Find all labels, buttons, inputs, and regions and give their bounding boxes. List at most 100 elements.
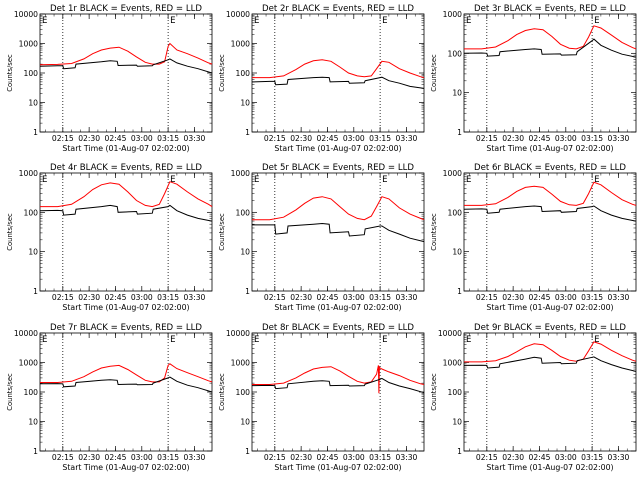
y-tick-label: 100 [24,388,39,397]
x-tick-label: 03:15 [369,453,391,462]
x-tick-label: 02:45 [317,293,339,302]
y-tick-label: 1 [457,447,462,456]
y-tick-label: 1 [33,128,38,137]
plot-frame [251,13,425,133]
x-tick-label: 02:45 [105,293,127,302]
series-line-events [39,58,213,74]
x-tick-label: 03:00 [131,293,153,302]
y-tick-label: 100 [236,69,251,78]
panel-title: Det 6r BLACK = Events, RED = LLD [474,163,626,173]
series-line-events [39,204,213,222]
y-tick-label: 1000 [443,169,462,178]
y-axis-label: Counts/sec [430,373,438,411]
y-tick-label: 1 [245,447,250,456]
x-tick-label: 03:15 [581,293,603,302]
y-tick-label: 10 [452,418,462,427]
y-axis-label: Counts/sec [218,54,226,92]
x-tick-label: 03:30 [184,453,206,462]
x-tick-label: 03:00 [555,134,577,143]
series-line-events [463,38,637,58]
x-axis-label: Start Time (01-Aug-07 02:02:00) [274,144,401,153]
y-tick-label: 10 [452,89,462,98]
y-tick-label: 1000 [231,169,250,178]
x-tick-label: 02:30 [290,134,312,143]
flag-label: E [594,175,599,185]
x-tick-label: 02:30 [502,453,524,462]
x-tick-label: 02:15 [264,134,286,143]
y-tick-label: 10 [240,99,250,108]
flag-label: E [42,16,47,26]
y-axis-label: Counts/sec [430,213,438,251]
series-line-lld [39,42,213,66]
y-tick-label: 1 [457,287,462,296]
panel-8: Det 8r BLACK = Events, RED = LLD 1 10 100 10… [218,323,425,472]
x-tick-label: 03:30 [396,293,418,302]
x-axis-label: Start Time (01-Aug-07 02:02:00) [62,144,189,153]
x-tick-label: 03:00 [343,293,365,302]
y-tick-label: 10000 [438,329,462,338]
y-tick-label: 100 [236,388,251,397]
y-axis-label: Counts/sec [6,54,14,92]
panel-title: Det 4r BLACK = Events, RED = LLD [50,163,202,173]
flag-label: E [170,175,175,185]
flag-label: E [382,16,387,26]
x-tick-label: 02:15 [476,453,498,462]
y-tick-label: 1 [33,287,38,296]
plot-frame [463,13,637,133]
x-tick-label: 02:15 [476,293,498,302]
x-tick-label: 02:45 [529,134,551,143]
y-tick-label: 10 [28,418,38,427]
y-tick-label: 1000 [19,359,38,368]
x-tick-label: 02:45 [529,453,551,462]
series-line-events [463,356,637,372]
series-line-lld [40,181,213,208]
flag-label: E [594,16,599,26]
series-line-events [251,377,425,394]
panel-3: Det 3r BLACK = Events, RED = LLD 1 10 100 10… [430,4,637,153]
y-axis-label: Counts/sec [6,213,14,251]
y-tick-label: 1 [245,128,250,137]
x-tick-label: 02:30 [78,293,100,302]
x-tick-label: 03:00 [131,134,153,143]
x-tick-label: 03:30 [396,134,418,143]
series-line-lld [252,196,425,221]
x-tick-label: 03:15 [157,134,179,143]
plot-frame [251,332,425,452]
x-tick-label: 02:30 [78,134,100,143]
x-tick-label: 03:00 [131,453,153,462]
panel-4: Det 4r BLACK = Events, RED = LLD 1 10 100 10… [6,163,213,312]
plot-frame [463,332,637,452]
x-tick-label: 03:00 [343,453,365,462]
flag-label: E [594,335,599,345]
y-tick-label: 10 [240,418,250,427]
x-tick-label: 02:45 [529,293,551,302]
plot-frame [39,13,213,133]
x-axis-label: Start Time (01-Aug-07 02:02:00) [486,463,613,472]
y-axis-label: Counts/sec [6,373,14,411]
flag-label: E [382,335,387,345]
y-tick-label: 1000 [231,359,250,368]
y-tick-label: 1 [457,128,462,137]
plot-frame [39,172,213,292]
x-axis-label: Start Time (01-Aug-07 02:02:00) [274,463,401,472]
plot-frame [463,172,637,292]
plot-frame [39,332,213,452]
y-tick-label: 100 [448,388,463,397]
x-tick-label: 03:30 [608,293,630,302]
y-tick-label: 100 [24,69,39,78]
panel-5: Det 5r BLACK = Events, RED = LLD 1 10 100 10… [218,163,425,312]
y-tick-label: 10000 [226,10,250,19]
x-tick-label: 02:45 [105,453,127,462]
x-tick-label: 03:15 [581,453,603,462]
panel-title: Det 9r BLACK = Events, RED = LLD [474,323,626,333]
panel-9: Det 9r BLACK = Events, RED = LLD 1 10 100 10… [430,323,637,472]
flag-label: E [254,175,259,185]
y-tick-label: 1000 [19,40,38,49]
x-axis-label: Start Time (01-Aug-07 02:02:00) [486,303,613,312]
x-tick-label: 02:45 [317,453,339,462]
y-tick-label: 1000 [19,169,38,178]
x-tick-label: 02:30 [502,134,524,143]
x-tick-label: 02:15 [264,453,286,462]
x-tick-label: 03:30 [608,134,630,143]
